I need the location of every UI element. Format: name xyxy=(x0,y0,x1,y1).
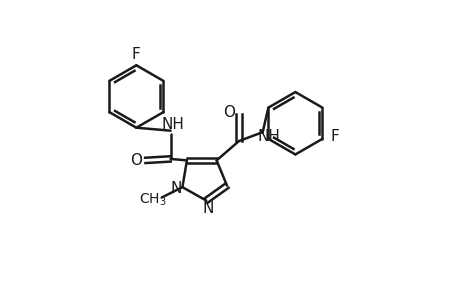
Text: F: F xyxy=(330,129,339,144)
Text: O: O xyxy=(129,153,141,168)
Text: N: N xyxy=(170,181,181,196)
Text: NH: NH xyxy=(257,129,280,144)
Text: NH: NH xyxy=(161,117,184,132)
Text: F: F xyxy=(132,47,140,62)
Text: N: N xyxy=(202,201,214,216)
Text: O: O xyxy=(223,105,235,120)
Text: CH$_3$: CH$_3$ xyxy=(139,192,167,208)
